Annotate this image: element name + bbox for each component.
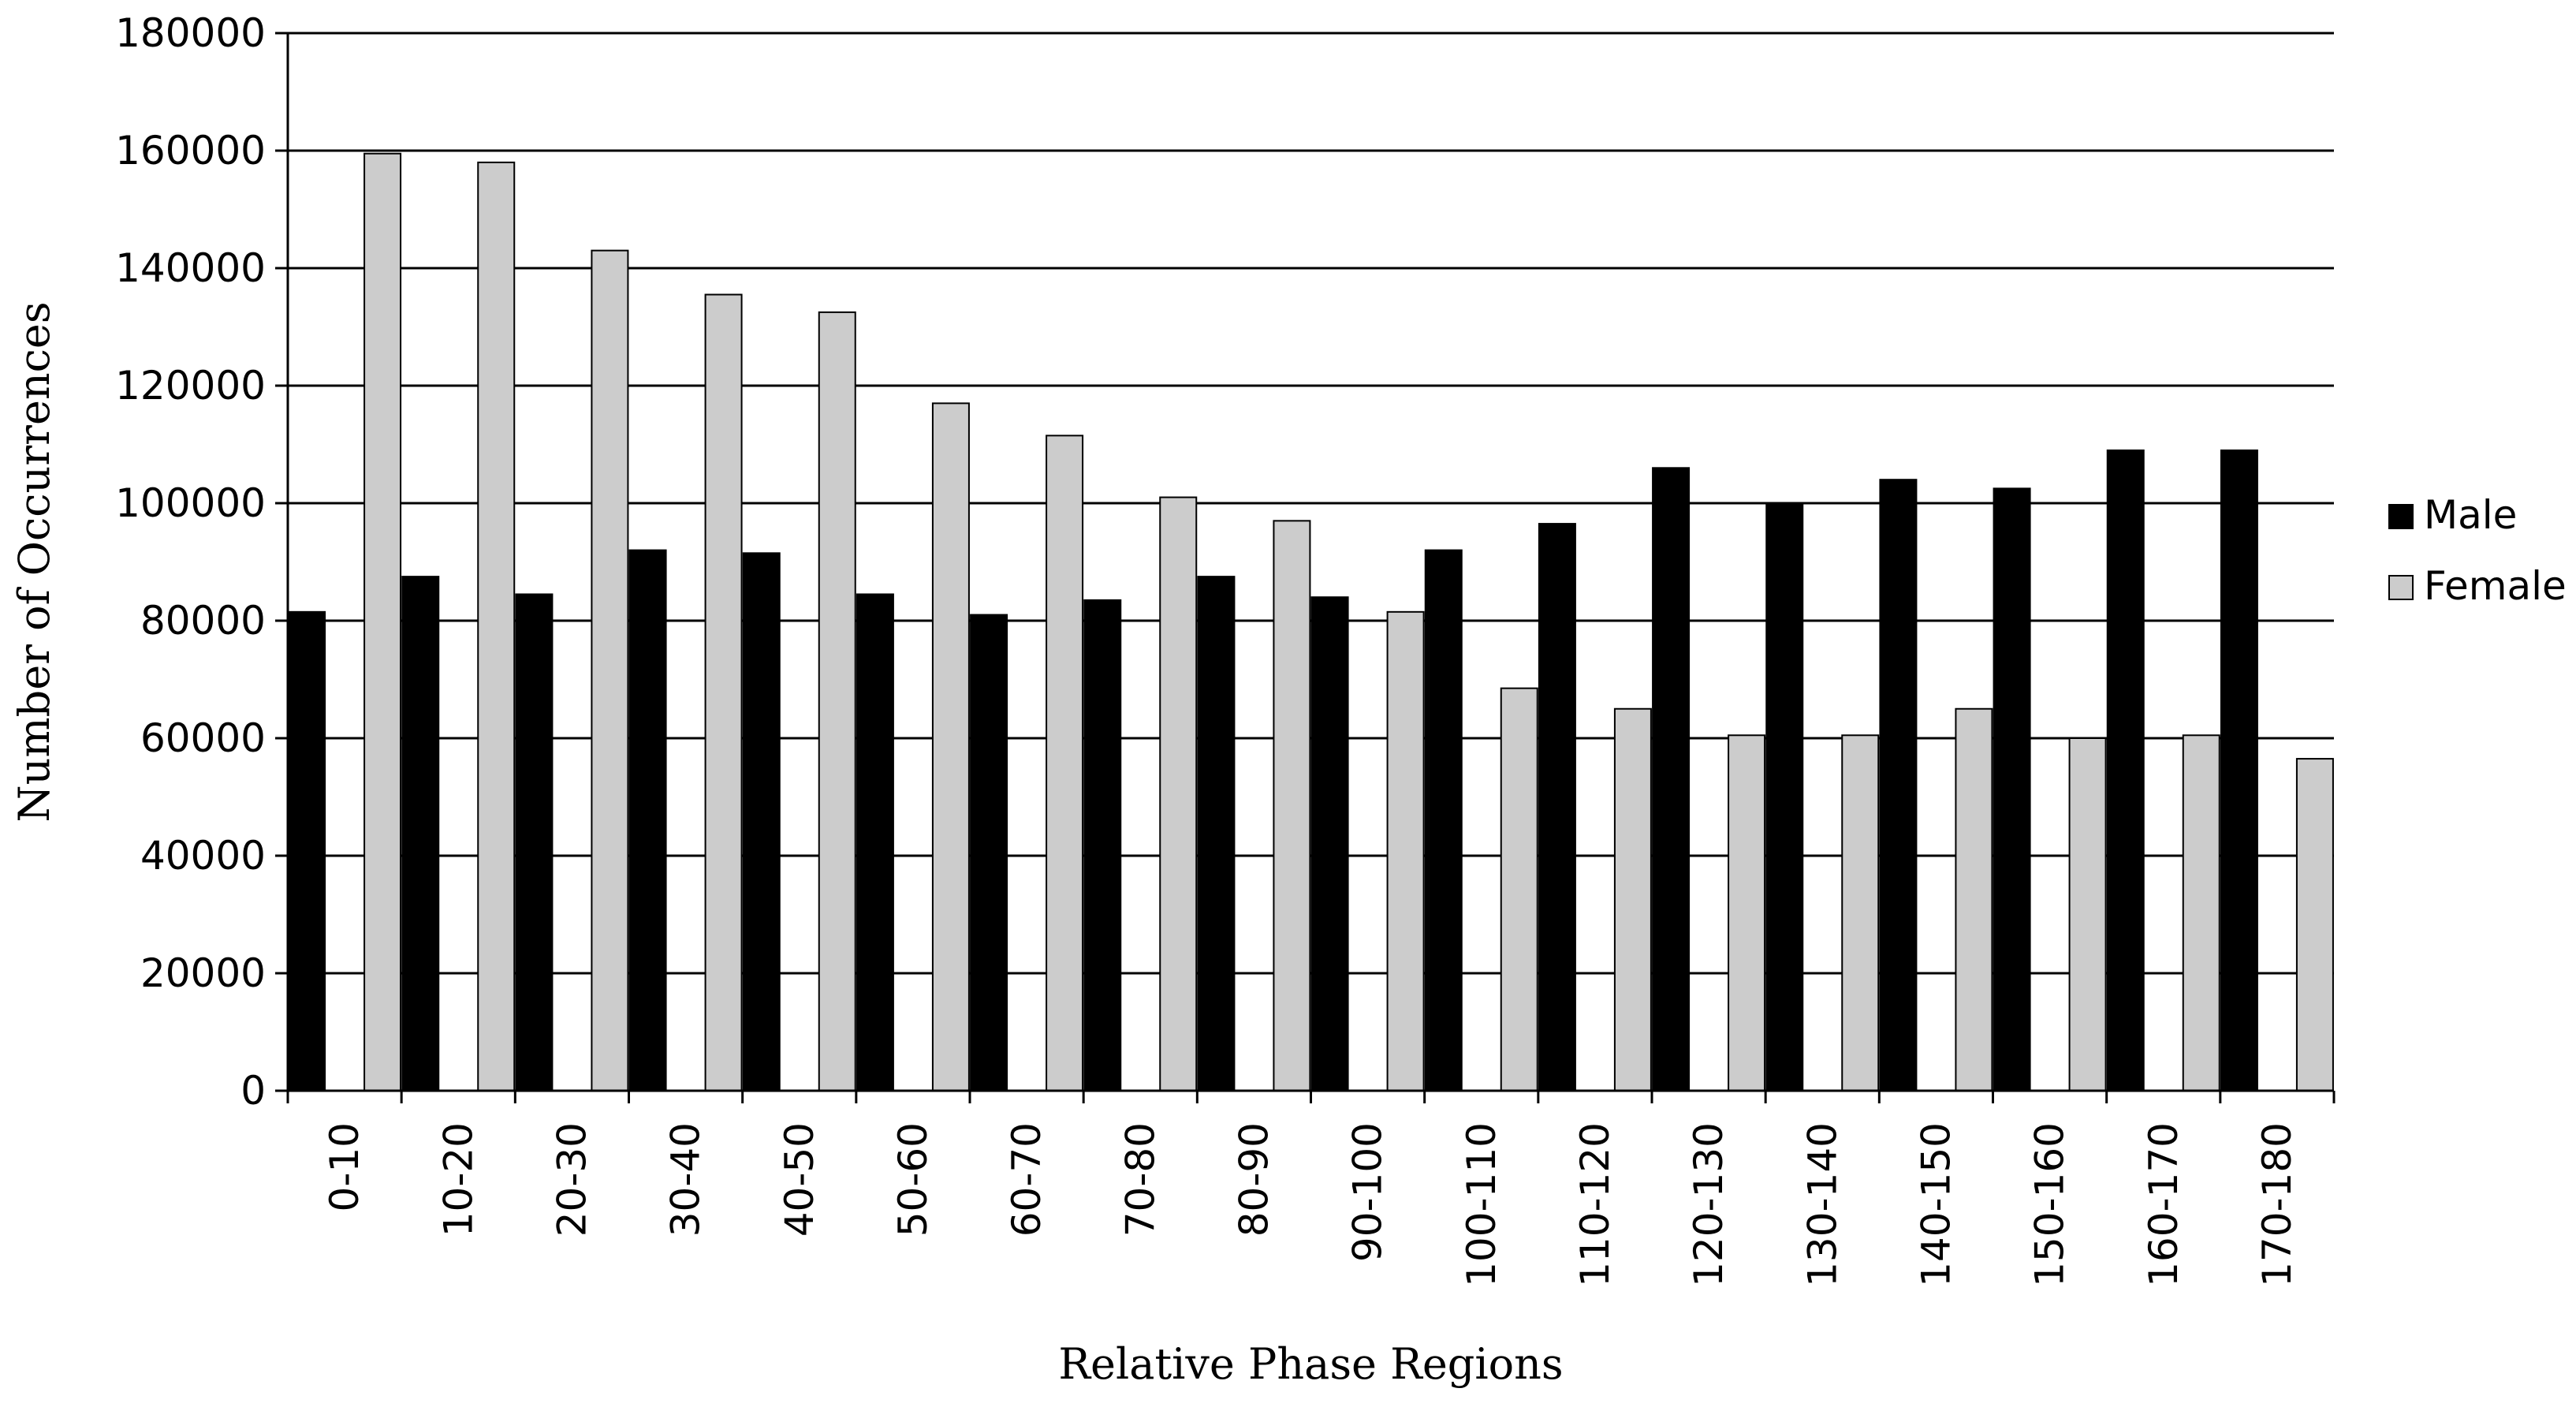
x-tick-label: 110-120 <box>1572 1122 1618 1287</box>
y-tick-label: 60000 <box>140 715 266 761</box>
bar-male <box>1879 479 1918 1092</box>
bar-female <box>1728 734 1766 1092</box>
bar-male <box>1424 549 1463 1092</box>
x-tick-label: 150-160 <box>2027 1122 2073 1287</box>
bar-female <box>2182 734 2220 1092</box>
bar-male <box>2106 449 2145 1092</box>
y-tick-label: 20000 <box>140 950 266 996</box>
x-tick-labels: 0-10 10-20 20-30 30-40 40-50 50-60 60-70 70-80 8… <box>322 1122 2300 1287</box>
legend-swatch-male <box>2388 504 2414 529</box>
bar-male <box>1993 487 2031 1092</box>
bar-male <box>2220 449 2258 1092</box>
bar-female <box>2068 737 2107 1092</box>
bar-male <box>1310 596 1349 1092</box>
bar-male <box>1538 523 1576 1092</box>
x-tick-label: 130-140 <box>1799 1122 1845 1287</box>
x-tick-label: 50-60 <box>890 1122 936 1237</box>
y-tick-labels: 0 20000 40000 60000 80000 100000 120000 140000 1… <box>115 10 266 1114</box>
bar-female <box>1273 520 1311 1092</box>
x-tick-label: 0-10 <box>322 1122 367 1211</box>
y-tick-label: 180000 <box>115 10 266 56</box>
bar-male <box>1197 576 1236 1092</box>
bar-male <box>1652 467 1691 1092</box>
x-tick-label: 120-130 <box>1686 1122 1732 1287</box>
bar-female <box>1046 435 1084 1092</box>
bar-male <box>1083 599 1122 1092</box>
bar-female <box>1613 707 1652 1092</box>
legend-label-male: Male <box>2424 492 2517 538</box>
gridlines <box>288 32 2334 975</box>
y-tick-label: 40000 <box>140 833 266 879</box>
x-tick-label: 60-70 <box>1004 1122 1049 1237</box>
y-tick-label: 160000 <box>115 128 266 174</box>
x-tick-label: 90-100 <box>1345 1122 1391 1262</box>
x-axis-title: Relative Phase Regions <box>1058 1339 1563 1389</box>
bar-male <box>288 610 326 1092</box>
bar-female <box>591 249 629 1092</box>
y-axis-title: Number of Occurrences <box>9 301 59 822</box>
bar-female <box>2295 758 2334 1092</box>
bars <box>288 152 2334 1092</box>
axes <box>275 32 2336 1103</box>
bar-female <box>477 161 516 1092</box>
bar-male <box>742 552 781 1092</box>
bar-male <box>856 593 894 1092</box>
x-tick-label: 20-30 <box>549 1122 595 1237</box>
bar-female <box>704 293 743 1092</box>
bar-male <box>515 593 554 1092</box>
x-tick-label: 70-80 <box>1117 1122 1163 1237</box>
bar-female <box>1159 496 1198 1092</box>
bar-female <box>818 311 856 1092</box>
x-tick-label: 160-170 <box>2141 1122 2186 1287</box>
x-tick-label: 170-180 <box>2254 1122 2300 1287</box>
y-tick-label: 80000 <box>140 598 266 644</box>
y-tick-label: 0 <box>240 1068 266 1114</box>
x-tick-label: 30-40 <box>663 1122 709 1237</box>
bar-female <box>363 152 402 1092</box>
bar-male <box>401 576 440 1092</box>
x-tick-label: 10-20 <box>435 1122 481 1237</box>
y-tick-label: 120000 <box>115 363 266 409</box>
bar-male <box>970 614 1008 1092</box>
bar-female <box>1841 734 1880 1092</box>
bar-female <box>1955 707 1993 1092</box>
x-tick-label: 100-110 <box>1459 1122 1504 1287</box>
x-tick-label: 140-150 <box>1913 1122 1959 1287</box>
bar-female <box>1500 687 1538 1092</box>
bar-male <box>628 549 667 1092</box>
y-tick-label: 100000 <box>115 480 266 526</box>
legend-label-female: Female <box>2424 563 2567 609</box>
legend: Male Female <box>2388 492 2567 609</box>
bar-female <box>1386 610 1425 1092</box>
y-tick-label: 140000 <box>115 245 266 291</box>
bar-female <box>931 402 970 1092</box>
bar-male <box>1765 502 1804 1092</box>
x-tick-label: 80-90 <box>1231 1122 1277 1237</box>
x-tick-label: 40-50 <box>777 1122 822 1237</box>
legend-swatch-female <box>2388 575 2414 600</box>
